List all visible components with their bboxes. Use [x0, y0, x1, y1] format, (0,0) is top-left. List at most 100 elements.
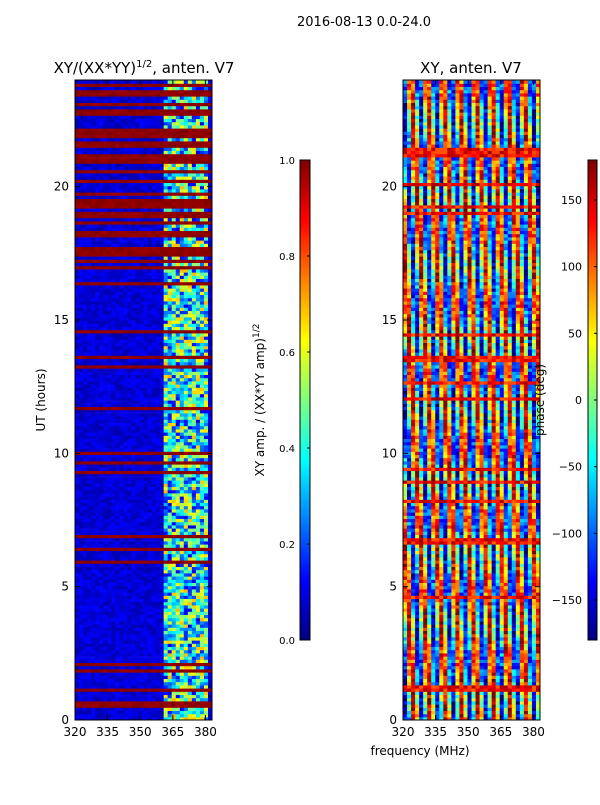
- left-heatmap-cell: [119, 716, 124, 720]
- left-heatmap-cell: [155, 288, 161, 292]
- left-heatmap-cell: [107, 428, 112, 433]
- left-heatmap-cell: [147, 249, 153, 254]
- left-heatmap-cell: [107, 406, 112, 411]
- left-heatmap-cell: [123, 307, 128, 311]
- left-heatmap-cell: [159, 329, 165, 334]
- left-heatmap-cell: [119, 441, 124, 446]
- left-heatmap-cell: [175, 358, 181, 363]
- left-heatmap-cell: [183, 252, 189, 257]
- left-heatmap-cell: [107, 704, 112, 708]
- left-heatmap-cell: [139, 345, 145, 350]
- left-heatmap-cell: [131, 572, 137, 577]
- left-heatmap-cell: [79, 585, 84, 590]
- left-heatmap-cell: [83, 438, 88, 443]
- left-heatmap-cell: [151, 403, 157, 407]
- left-heatmap-cell: [207, 579, 212, 583]
- left-heatmap-cell: [179, 505, 185, 510]
- left-heatmap-cell: [75, 649, 80, 654]
- left-heatmap-cell: [103, 291, 108, 295]
- left-heatmap-cell: [99, 604, 104, 609]
- left-heatmap-cell: [83, 444, 88, 449]
- left-heatmap-cell: [195, 432, 201, 436]
- left-heatmap-cell: [135, 284, 141, 289]
- left-heatmap-cell: [75, 502, 80, 507]
- left-heatmap-cell: [135, 588, 141, 593]
- left-heatmap-cell: [199, 275, 205, 279]
- left-heatmap-cell: [99, 406, 104, 411]
- left-heatmap-cell: [131, 640, 137, 644]
- left-heatmap-cell: [123, 502, 128, 507]
- left-heatmap-cell: [191, 435, 197, 439]
- left-heatmap-cell: [163, 252, 169, 257]
- left-heatmap-cell: [103, 528, 108, 532]
- left-heatmap-cell: [75, 406, 80, 411]
- left-heatmap-cell: [195, 614, 201, 619]
- left-heatmap-cell: [183, 588, 189, 593]
- left-heatmap-cell: [127, 326, 133, 331]
- left-heatmap-cell: [143, 713, 149, 718]
- left-heatmap-cell: [191, 649, 197, 654]
- left-heatmap-cell: [159, 579, 165, 583]
- left-heatmap-cell: [115, 572, 120, 577]
- left-heatmap-cell: [95, 393, 100, 398]
- left-heatmap-cell: [191, 336, 197, 340]
- left-heatmap-cell: [99, 387, 104, 391]
- left-heatmap-cell: [167, 563, 173, 567]
- left-heatmap-cell: [167, 620, 173, 625]
- left-heatmap-cell: [95, 640, 100, 644]
- left-heatmap-cell: [139, 403, 145, 407]
- left-heatmap-cell: [143, 595, 149, 599]
- left-heatmap-cell: [159, 515, 165, 519]
- left-heatmap-cell: [95, 678, 100, 683]
- left-heatmap-cell: [151, 588, 157, 593]
- left-heatmap-cell: [203, 428, 209, 433]
- left-heatmap-cell: [147, 406, 153, 411]
- left-heatmap-cell: [187, 390, 193, 395]
- left-heatmap-cell: [187, 518, 193, 523]
- left-heatmap-cell: [79, 470, 84, 475]
- left-heatmap-cell: [155, 368, 161, 372]
- left-heatmap-cell: [79, 707, 84, 711]
- left-heatmap-cell: [83, 300, 88, 305]
- left-heatmap-cell: [183, 361, 189, 366]
- left-heatmap-cell: [83, 579, 88, 583]
- left-heatmap-cell: [179, 403, 185, 407]
- left-heatmap-cell: [175, 544, 181, 548]
- left-heatmap-cell: [111, 457, 116, 462]
- left-heatmap-cell: [115, 617, 120, 622]
- left-heatmap-cell: [143, 451, 149, 455]
- left-heatmap-cell: [131, 454, 137, 459]
- left-heatmap-cell: [119, 592, 124, 596]
- left-heatmap-cell: [83, 585, 88, 590]
- left-heatmap-cell: [171, 652, 177, 657]
- left-heatmap-cell: [151, 502, 157, 507]
- left-heatmap-cell: [115, 470, 120, 475]
- left-heatmap-cell: [123, 560, 128, 564]
- left-heatmap-cell: [111, 355, 116, 359]
- left-heatmap-cell: [207, 576, 212, 580]
- left-heatmap-cell: [87, 598, 92, 603]
- left-heatmap-cell: [131, 326, 137, 331]
- left-heatmap-cell: [151, 457, 157, 462]
- left-heatmap-cell: [107, 636, 112, 641]
- left-heatmap-cell: [199, 483, 205, 487]
- left-heatmap-cell: [207, 652, 212, 657]
- left-heatmap-cell: [191, 716, 197, 720]
- left-heatmap-cell: [143, 540, 149, 545]
- left-heatmap-cell: [107, 438, 112, 443]
- left-heatmap-cell: [139, 448, 145, 452]
- left-heatmap-cell: [187, 684, 193, 689]
- left-heatmap-cell: [103, 377, 108, 382]
- left-heatmap-cell: [199, 659, 205, 663]
- left-heatmap-cell: [123, 396, 128, 401]
- left-heatmap-cell: [115, 691, 120, 695]
- left-heatmap-cell: [91, 515, 96, 519]
- left-heatmap-cell: [203, 473, 209, 478]
- left-heatmap-cell: [167, 582, 173, 587]
- left-heatmap-cell: [207, 313, 212, 318]
- left-heatmap-cell: [87, 518, 92, 523]
- left-heatmap-cell: [139, 496, 145, 500]
- left-heatmap-cell: [163, 649, 169, 654]
- left-heatmap-cell: [191, 329, 197, 334]
- left-heatmap-cell: [103, 601, 108, 606]
